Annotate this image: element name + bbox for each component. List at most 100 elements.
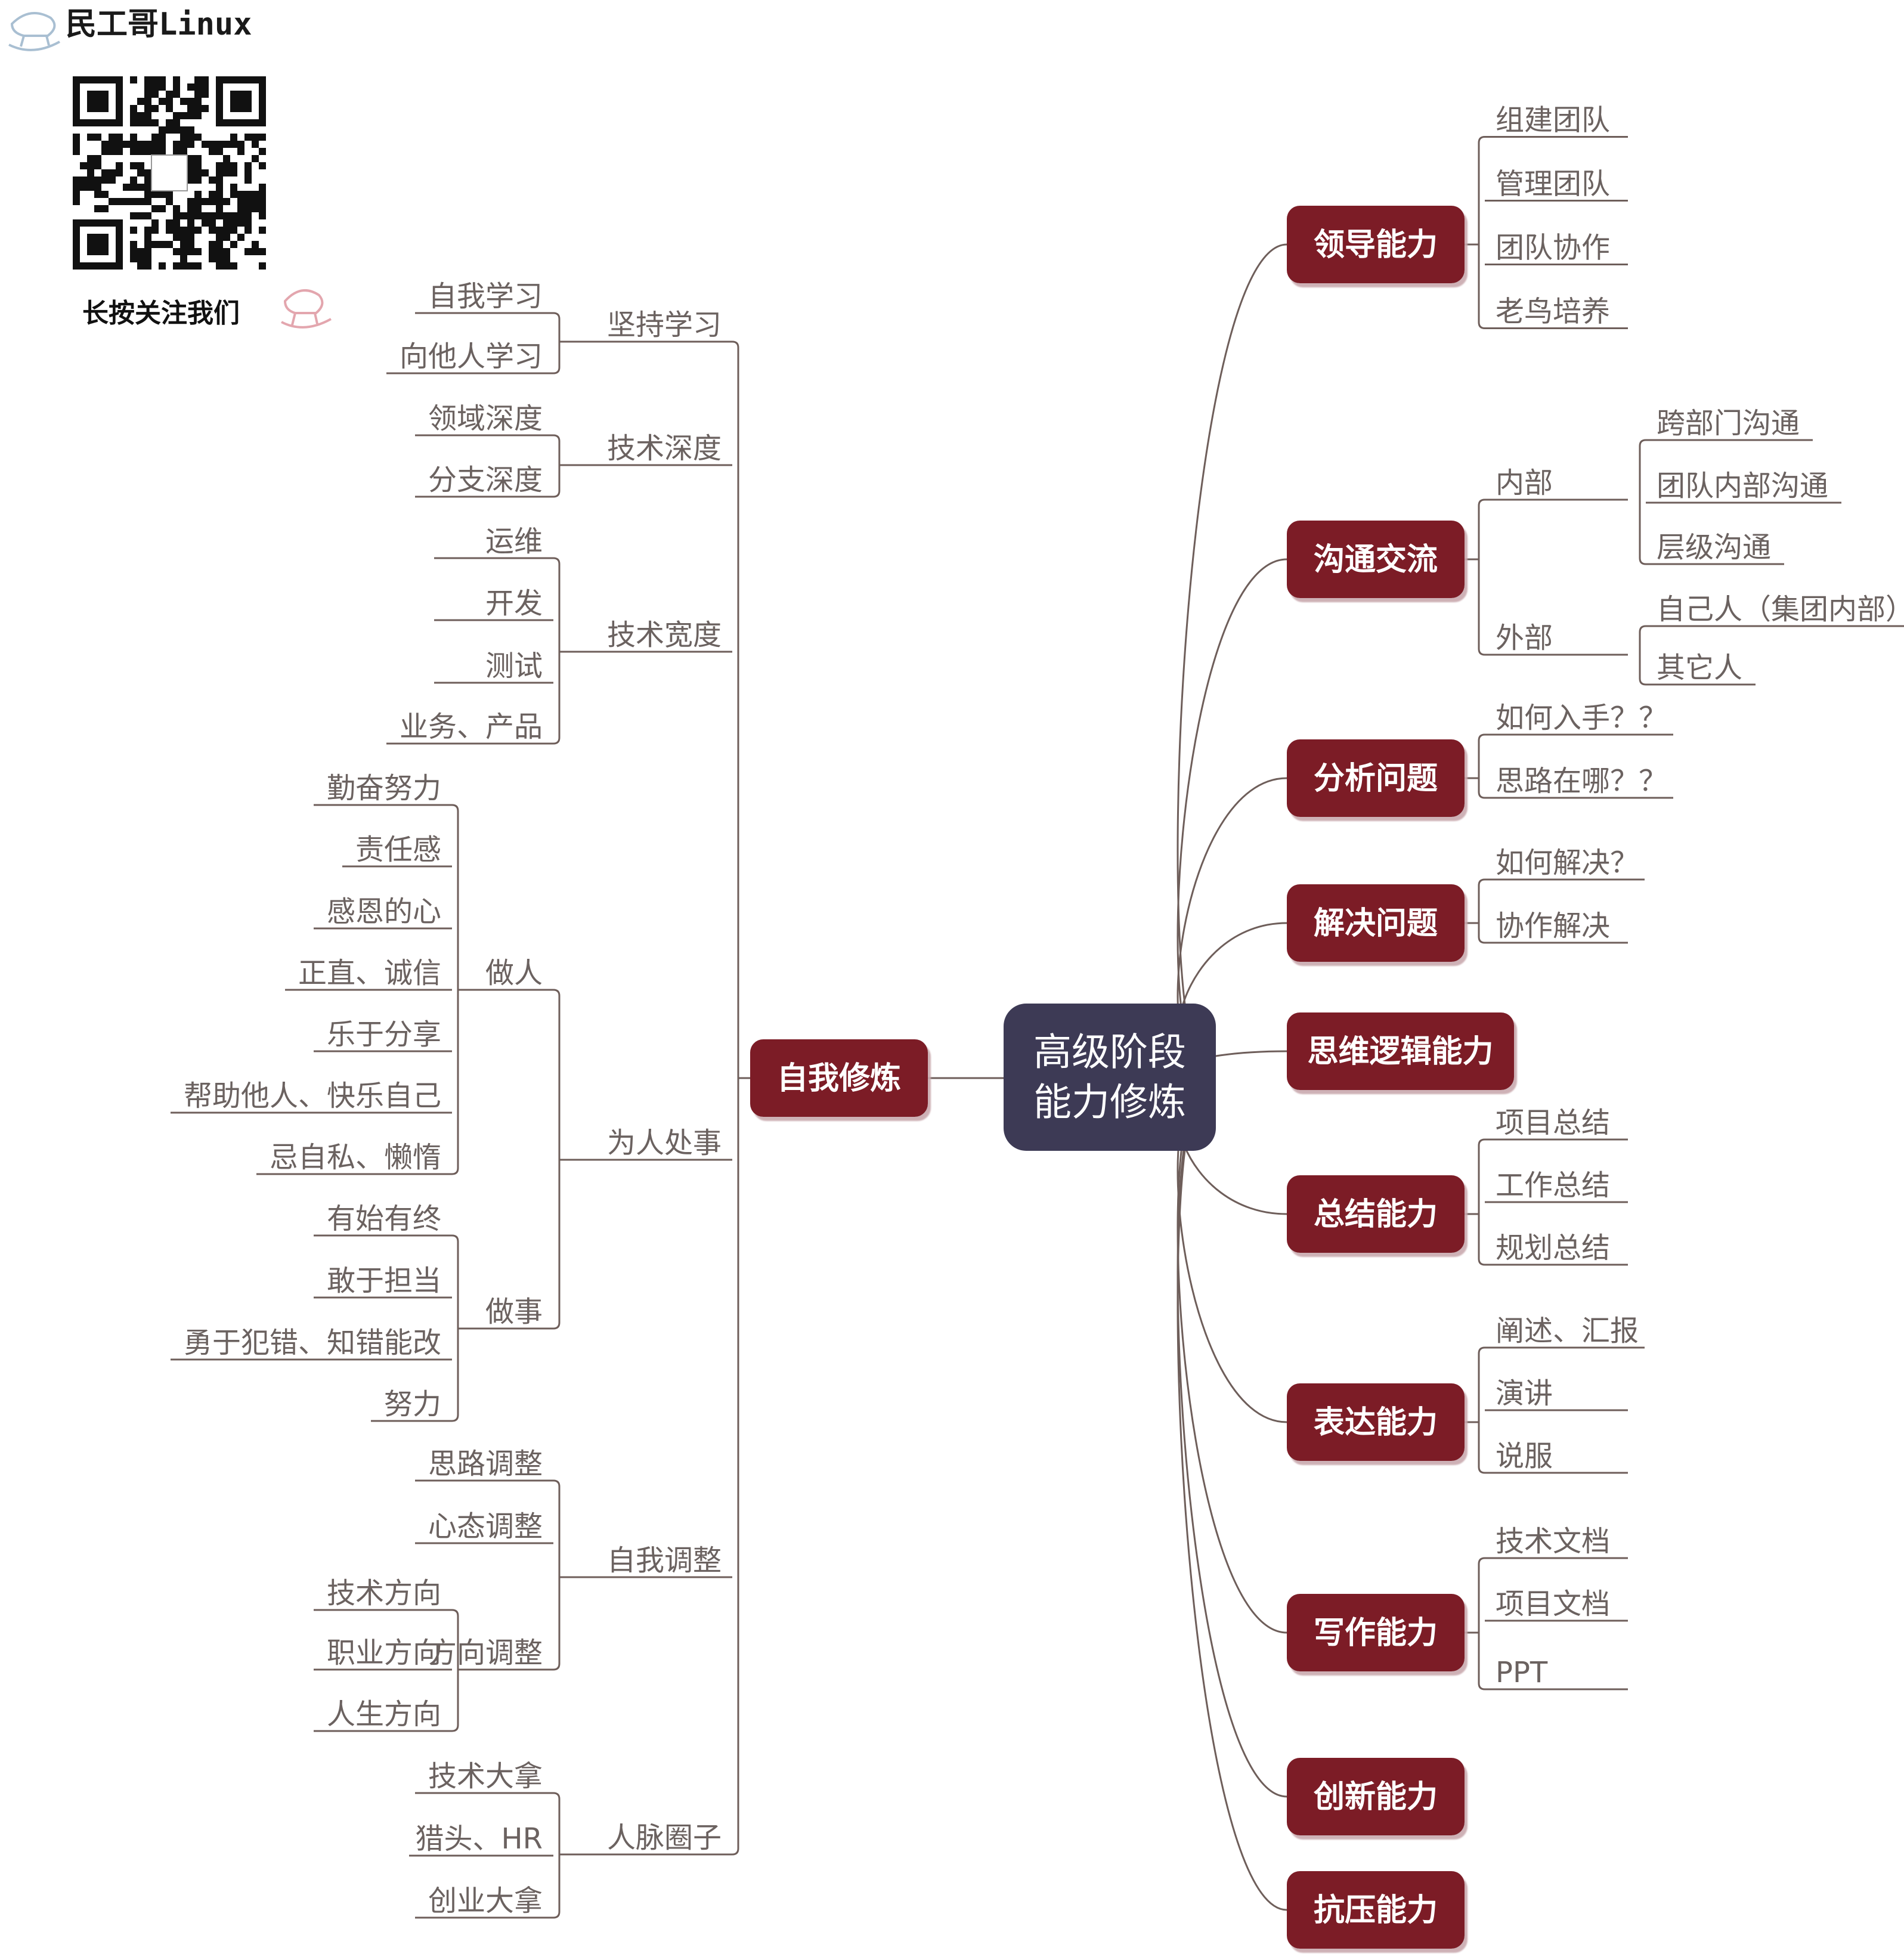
left-node-3-1-2[interactable]: 勇于犯错、知错能改 [184,1326,441,1360]
qr-code[interactable] [69,73,270,273]
node-1-0-1[interactable]: 团队内部沟通 [1657,469,1828,503]
node-6-2[interactable]: 说服 [1496,1439,1553,1473]
left-node-3-1-0[interactable]: 有始有终 [327,1202,441,1235]
qr-module [194,112,202,119]
qr-module [101,191,109,198]
left-node-2-3[interactable]: 业务、产品 [400,710,543,744]
node-2-1[interactable]: 思路在哪？？ [1496,764,1667,798]
main-node-7-label: 写作能力 [1314,1615,1438,1651]
qr-module [237,234,244,241]
qr-module [216,248,223,255]
left-node-4-0[interactable]: 思路调整 [428,1447,543,1481]
left-node-1-1[interactable]: 分支深度 [428,463,543,497]
node-2-0[interactable]: 如何入手？？ [1496,701,1667,735]
left-node-3-0[interactable]: 做人 [485,956,543,990]
main-node-5[interactable] [1287,1175,1465,1253]
node-0-3[interactable]: 老鸟培养 [1496,295,1610,329]
main-node-4[interactable] [1287,1012,1515,1090]
main-node-8[interactable] [1287,1758,1465,1835]
qr-module [194,248,202,255]
connector-line [1177,1076,1287,1911]
qr-module [173,262,180,270]
left-node-4-2[interactable]: 方向调整 [428,1636,543,1670]
connector-line [553,989,561,996]
qr-module [187,83,194,91]
qr-module [194,191,202,198]
left-node-4-2-1[interactable]: 职业方向 [327,1636,441,1670]
left-node-3-0-4[interactable]: 乐于分享 [327,1018,441,1051]
left-node-4-1[interactable]: 心态调整 [428,1510,543,1543]
left-node-5-1[interactable]: 猎头、HR [416,1822,543,1856]
qr-module [144,234,151,241]
left-node-5-0[interactable]: 技术大拿 [428,1760,543,1793]
left-node-3-0-1[interactable]: 责任感 [355,833,441,866]
left-node-4-2-0[interactable]: 技术方向 [327,1577,441,1610]
left-node-3[interactable]: 为人处事 [607,1126,722,1160]
left-node-2-2[interactable]: 测试 [485,649,543,683]
left-node-3-1-1[interactable]: 敢于担当 [327,1264,441,1298]
left-node-0-1[interactable]: 向他人学习 [400,340,543,373]
node-1-0-0[interactable]: 跨部门沟通 [1657,407,1800,440]
left-node-0-0[interactable]: 自我学习 [428,280,543,313]
left-node-3-0-3[interactable]: 正直、诚信 [298,956,441,990]
qr-module [216,148,223,155]
left-node-4[interactable]: 自我调整 [607,1544,722,1577]
qr-module [187,219,194,227]
qr-module [116,141,123,148]
main-node-6[interactable] [1287,1383,1465,1461]
qr-module [230,169,237,176]
connector-line [1478,733,1485,741]
node-7-1[interactable]: 项目文档 [1496,1587,1610,1621]
left-node-3-0-2[interactable]: 感恩的心 [327,895,441,928]
node-1-0-2[interactable]: 层级沟通 [1657,531,1771,564]
left-node-3-1[interactable]: 做事 [485,1295,543,1329]
main-node-0[interactable] [1287,206,1465,283]
node-7-0[interactable]: 技术文档 [1496,1525,1610,1558]
left-node-1[interactable]: 技术深度 [607,432,722,465]
node-0-1[interactable]: 管理团队 [1496,168,1610,201]
connector-line [451,1414,459,1422]
node-5-0[interactable]: 项目总结 [1496,1106,1610,1139]
main-node-2[interactable] [1287,739,1465,817]
main-node-1[interactable] [1287,521,1465,598]
qr-module [202,76,209,83]
qr-module [130,76,137,83]
node-1-1[interactable]: 外部 [1496,621,1553,655]
node-3-1[interactable]: 协作解决 [1496,909,1610,943]
node-0-2[interactable]: 团队协作 [1496,231,1610,265]
node-6-1[interactable]: 演讲 [1496,1377,1553,1410]
qr-module [109,198,116,205]
node-1-1-0[interactable]: 自己人（集团内部） [1657,593,1904,626]
left-node-3-0-0[interactable]: 勤奋努力 [327,772,441,805]
qr-module [151,91,159,98]
left-node-3-0-5[interactable]: 帮助他人、快乐自己 [184,1079,441,1113]
main-node-left[interactable] [750,1039,928,1117]
connector-line [1478,1138,1485,1146]
main-node-3[interactable] [1287,884,1465,962]
main-node-9[interactable] [1287,1871,1465,1949]
qr-module [73,176,80,184]
qr-module [151,134,159,141]
left-node-3-1-3[interactable]: 努力 [384,1388,441,1421]
left-node-1-0[interactable]: 领域深度 [428,402,543,435]
left-node-2-1[interactable]: 开发 [485,587,543,620]
left-node-2-0[interactable]: 运维 [485,525,543,558]
node-1-0[interactable]: 内部 [1496,466,1553,500]
qr-module [173,76,180,83]
node-6-0[interactable]: 阐述、汇报 [1496,1314,1639,1348]
left-node-0[interactable]: 坚持学习 [607,308,722,342]
left-node-5[interactable]: 人脉圈子 [607,1821,722,1854]
left-node-2[interactable]: 技术宽度 [607,618,722,652]
root-node[interactable] [1004,1004,1216,1151]
left-node-5-2[interactable]: 创业大拿 [428,1884,543,1918]
node-5-1[interactable]: 工作总结 [1496,1169,1610,1202]
node-3-0[interactable]: 如何解决？ [1496,846,1639,880]
node-7-2[interactable]: PPT [1496,1656,1548,1689]
node-5-2[interactable]: 规划总结 [1496,1231,1610,1265]
main-node-7[interactable] [1287,1594,1465,1671]
qr-module [144,112,151,119]
left-node-4-2-2[interactable]: 人生方向 [327,1698,441,1731]
node-0-0[interactable]: 组建团队 [1496,104,1610,137]
node-1-1-1[interactable]: 其它人 [1657,651,1742,685]
left-node-3-0-6[interactable]: 忌自私、懒惰 [270,1141,441,1174]
